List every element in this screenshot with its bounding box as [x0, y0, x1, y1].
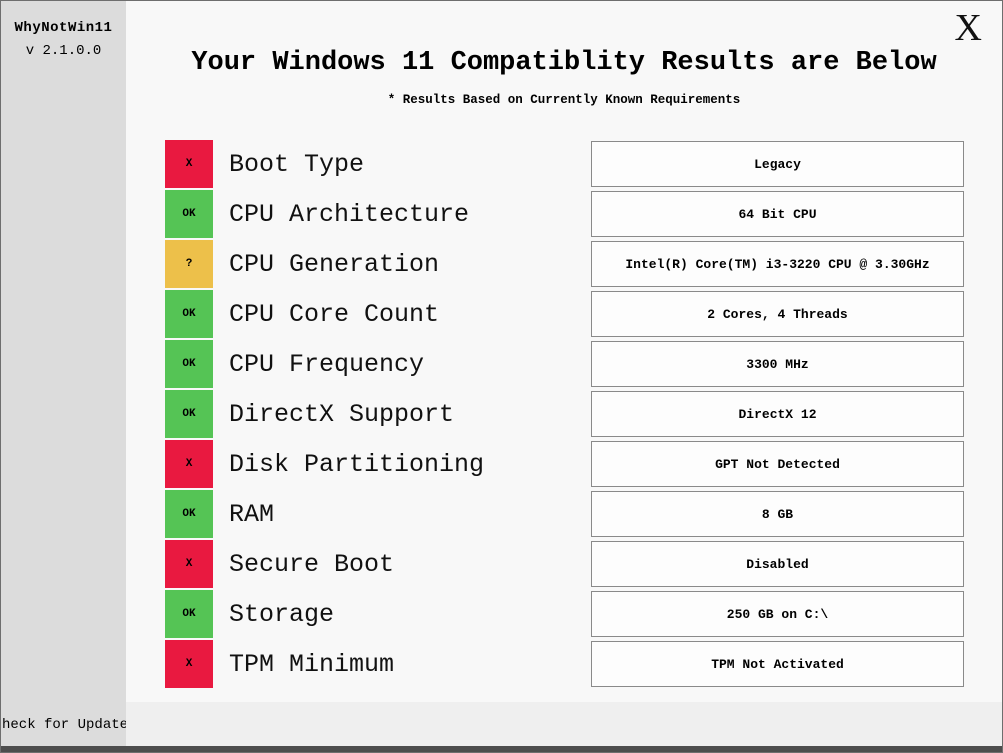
- result-label: Disk Partitioning: [229, 449, 485, 479]
- result-value: 8 GB: [761, 506, 794, 522]
- result-label: CPU Generation: [229, 249, 440, 279]
- result-value-box: 3300 MHz: [591, 341, 964, 387]
- result-value-box: Intel(R) Core(TM) i3-3220 CPU @ 3.30GHz: [591, 241, 964, 287]
- result-row: OK Storage 250 GB on C:\: [126, 589, 1002, 639]
- check-for-update-link[interactable]: heck for Update: [2, 717, 129, 733]
- sidebar: WhyNotWin11 v 2.1.0.0 heck for Update: [1, 1, 129, 746]
- footer-strip: [126, 702, 1002, 746]
- status-badge: X: [165, 640, 213, 688]
- result-value-box: DirectX 12: [591, 391, 964, 437]
- result-label: Boot Type: [229, 149, 365, 179]
- status-badge: OK: [165, 190, 213, 238]
- result-row: X Disk Partitioning GPT Not Detected: [126, 439, 1002, 489]
- status-badge: OK: [165, 490, 213, 538]
- status-badge: X: [165, 440, 213, 488]
- result-value-box: 64 Bit CPU: [591, 191, 964, 237]
- result-value-box: TPM Not Activated: [591, 641, 964, 687]
- result-row: OK CPU Frequency 3300 MHz: [126, 339, 1002, 389]
- result-row: ? CPU Generation Intel(R) Core(TM) i3-32…: [126, 239, 1002, 289]
- result-value-box: Disabled: [591, 541, 964, 587]
- window-bottom-bar: [1, 746, 1002, 752]
- result-value-box: 250 GB on C:\: [591, 591, 964, 637]
- result-row: X Secure Boot Disabled: [126, 539, 1002, 589]
- status-badge: OK: [165, 290, 213, 338]
- main-panel: X Your Windows 11 Compatiblity Results a…: [126, 1, 1002, 746]
- page-subtitle: * Results Based on Currently Known Requi…: [387, 93, 741, 107]
- app-version: v 2.1.0.0: [25, 43, 102, 59]
- result-value: Intel(R) Core(TM) i3-3220 CPU @ 3.30GHz: [625, 256, 930, 272]
- result-label: CPU Core Count: [229, 299, 440, 329]
- result-row: OK CPU Architecture 64 Bit CPU: [126, 189, 1002, 239]
- result-value: Disabled: [746, 556, 809, 572]
- result-value: 2 Cores, 4 Threads: [707, 306, 848, 322]
- result-row: X Boot Type Legacy: [126, 139, 1002, 189]
- result-value-box: 8 GB: [591, 491, 964, 537]
- status-badge: OK: [165, 340, 213, 388]
- status-badge: ?: [165, 240, 213, 288]
- close-button[interactable]: X: [954, 7, 982, 49]
- result-label: CPU Architecture: [229, 199, 470, 229]
- result-row: X TPM Minimum TPM Not Activated: [126, 639, 1002, 689]
- page-title: Your Windows 11 Compatiblity Results are…: [191, 48, 937, 78]
- result-value: GPT Not Detected: [715, 456, 840, 472]
- result-value: 3300 MHz: [746, 356, 809, 372]
- result-label: RAM: [229, 499, 275, 529]
- result-row: OK CPU Core Count 2 Cores, 4 Threads: [126, 289, 1002, 339]
- results-list: X Boot Type Legacy OK CPU Architecture 6…: [126, 139, 1002, 689]
- result-value: 250 GB on C:\: [726, 606, 829, 622]
- result-value-box: 2 Cores, 4 Threads: [591, 291, 964, 337]
- result-value: Legacy: [754, 156, 801, 172]
- result-label: Secure Boot: [229, 549, 395, 579]
- status-badge: OK: [165, 390, 213, 438]
- result-row: OK RAM 8 GB: [126, 489, 1002, 539]
- result-value: 64 Bit CPU: [738, 206, 817, 222]
- app-title: WhyNotWin11: [14, 20, 113, 36]
- result-label: CPU Frequency: [229, 349, 425, 379]
- result-value: DirectX 12: [738, 406, 817, 422]
- status-badge: OK: [165, 590, 213, 638]
- status-badge: X: [165, 140, 213, 188]
- result-label: Storage: [229, 599, 335, 629]
- result-value-box: GPT Not Detected: [591, 441, 964, 487]
- result-label: DirectX Support: [229, 399, 455, 429]
- result-row: OK DirectX Support DirectX 12: [126, 389, 1002, 439]
- result-label: TPM Minimum: [229, 649, 395, 679]
- result-value-box: Legacy: [591, 141, 964, 187]
- status-badge: X: [165, 540, 213, 588]
- result-value: TPM Not Activated: [711, 656, 844, 672]
